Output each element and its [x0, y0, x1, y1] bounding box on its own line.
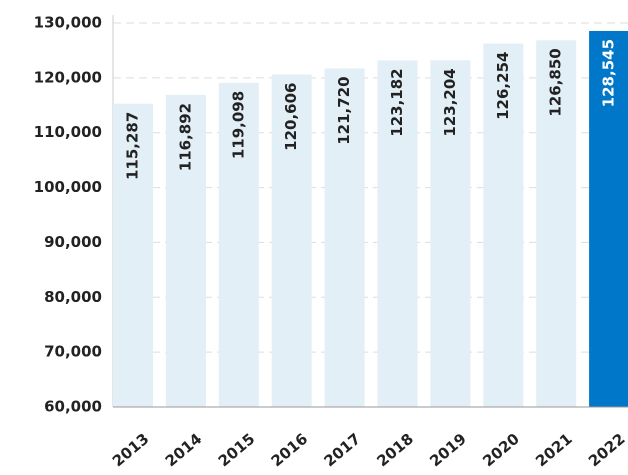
- data-label: 123,204: [441, 68, 459, 136]
- data-label: 121,720: [335, 76, 353, 144]
- data-label: 123,182: [388, 68, 406, 136]
- data-label: 120,606: [282, 83, 300, 151]
- bar: [377, 60, 418, 407]
- data-label: 116,892: [176, 103, 194, 171]
- data-label: 126,850: [547, 48, 565, 116]
- x-tick-label: 2021: [532, 430, 576, 471]
- x-tick-label: 2017: [321, 430, 365, 471]
- y-tick-label: 60,000: [44, 398, 102, 416]
- data-label: 128,545: [600, 39, 618, 107]
- y-tick-label: 80,000: [44, 288, 102, 306]
- bar: [536, 40, 577, 407]
- x-tick-label: 2015: [215, 430, 259, 471]
- y-tick-label: 70,000: [44, 343, 102, 361]
- y-tick-label: 120,000: [34, 68, 102, 86]
- y-tick-label: 130,000: [34, 14, 102, 32]
- x-tick-label: 2019: [426, 430, 470, 471]
- data-label: 119,098: [229, 91, 247, 159]
- bar: [483, 43, 524, 407]
- data-label: 115,287: [124, 112, 142, 180]
- x-tick-label: 2020: [479, 430, 523, 471]
- x-tick-label: 2018: [373, 430, 417, 471]
- x-tick-label: 2013: [109, 430, 153, 471]
- bar: [589, 30, 628, 407]
- x-tick-label: 2016: [268, 430, 312, 471]
- bar: [218, 82, 259, 407]
- x-tick-label: 2022: [585, 430, 628, 471]
- y-tick-label: 90,000: [44, 233, 102, 251]
- bar: [113, 103, 153, 408]
- data-label: 126,254: [494, 52, 512, 120]
- bar: [271, 74, 312, 407]
- y-tick-label: 110,000: [34, 123, 102, 141]
- bar: [324, 68, 365, 407]
- x-tick-label: 2014: [162, 430, 206, 471]
- bar: [165, 94, 206, 408]
- bar: [430, 60, 471, 407]
- y-tick-label: 100,000: [34, 178, 102, 196]
